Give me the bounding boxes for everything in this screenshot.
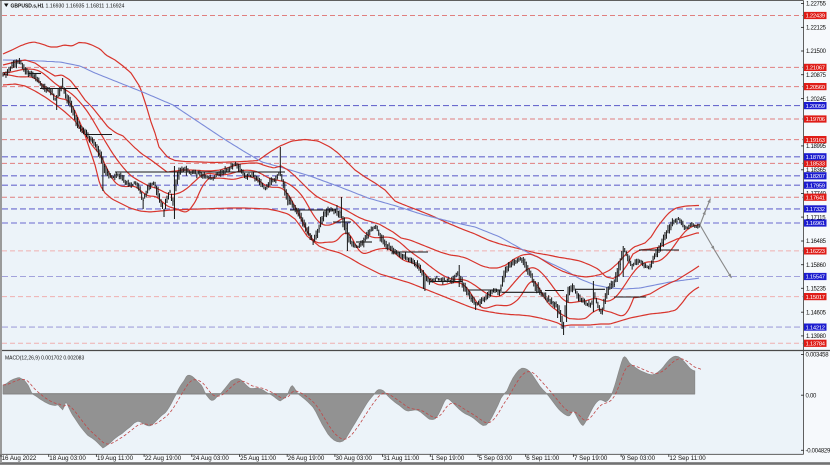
svg-text:1.15017: 1.15017 (806, 295, 825, 301)
svg-text:1.13980: 1.13980 (806, 334, 827, 340)
svg-text:1.18207: 1.18207 (806, 174, 825, 180)
svg-text:1.17332: 1.17332 (806, 207, 825, 213)
svg-text:GBPUSD.s,H1: GBPUSD.s,H1 (11, 4, 45, 10)
svg-text:18 Aug 03:00: 18 Aug 03:00 (49, 455, 86, 462)
svg-text:31 Aug 11:00: 31 Aug 11:00 (383, 455, 420, 462)
svg-text:1.19163: 1.19163 (806, 138, 825, 144)
svg-text:16 Aug 2022: 16 Aug 2022 (2, 455, 37, 462)
svg-text:1.22439: 1.22439 (806, 14, 825, 20)
svg-text:1.15860: 1.15860 (806, 263, 827, 269)
svg-text:0.00: 0.00 (806, 393, 818, 399)
svg-text:7 Sep 19:00: 7 Sep 19:00 (574, 455, 608, 462)
svg-text:1.21067: 1.21067 (806, 66, 825, 72)
svg-text:1.18709: 1.18709 (806, 155, 825, 161)
svg-text:1.22125: 1.22125 (806, 26, 827, 32)
svg-text:1.16485: 1.16485 (806, 239, 827, 245)
svg-text:5 Sep 03:00: 5 Sep 03:00 (479, 455, 513, 462)
svg-text:1 Sep 19:00: 1 Sep 19:00 (431, 455, 465, 462)
svg-text:19 Aug 11:00: 19 Aug 11:00 (97, 455, 134, 462)
svg-text:1.14605: 1.14605 (806, 310, 827, 316)
svg-text:1.20560: 1.20560 (806, 85, 825, 91)
svg-text:0.003458: 0.003458 (806, 353, 830, 359)
svg-text:25 Aug 11:00: 25 Aug 11:00 (240, 455, 277, 462)
svg-text:MACD(12,26,9) 0.001702 0.00208: MACD(12,26,9) 0.001702 0.002083 (5, 356, 84, 362)
svg-text:6 Sep 11:00: 6 Sep 11:00 (526, 455, 559, 462)
svg-text:1.22755: 1.22755 (806, 2, 827, 8)
svg-text:12 Sep 11:00: 12 Sep 11:00 (669, 455, 706, 462)
svg-text:1.16223: 1.16223 (806, 249, 825, 255)
svg-text:30 Aug 03:00: 30 Aug 03:00 (336, 455, 373, 462)
svg-text:1.15235: 1.15235 (806, 287, 827, 293)
svg-text:9 Sep 03:00: 9 Sep 03:00 (622, 455, 656, 462)
svg-text:24 Aug 03:00: 24 Aug 03:00 (192, 455, 229, 462)
svg-text:22 Aug 19:00: 22 Aug 19:00 (145, 455, 182, 462)
svg-text:1.15547: 1.15547 (806, 275, 825, 281)
svg-text:1.14212: 1.14212 (806, 325, 825, 331)
svg-text:1.17641: 1.17641 (806, 195, 825, 201)
svg-text:1.18995: 1.18995 (806, 144, 827, 150)
svg-text:1.20059: 1.20059 (806, 104, 825, 110)
svg-text:1.17959: 1.17959 (806, 183, 825, 189)
svg-text:1.20875: 1.20875 (806, 73, 827, 79)
svg-text:1.16961: 1.16961 (806, 221, 825, 227)
svg-text:1.18533: 1.18533 (806, 162, 825, 168)
svg-text:1.19706: 1.19706 (806, 117, 825, 123)
svg-text:1.16930 1.16935 1.16811 1.1692: 1.16930 1.16935 1.16811 1.16924 (46, 4, 125, 10)
svg-text:1.20245: 1.20245 (806, 97, 827, 103)
svg-text:1.13784: 1.13784 (806, 342, 826, 348)
svg-text:-0.004829: -0.004829 (806, 449, 830, 455)
svg-text:1.21500: 1.21500 (806, 49, 827, 55)
svg-text:26 Aug 19:00: 26 Aug 19:00 (288, 455, 325, 462)
